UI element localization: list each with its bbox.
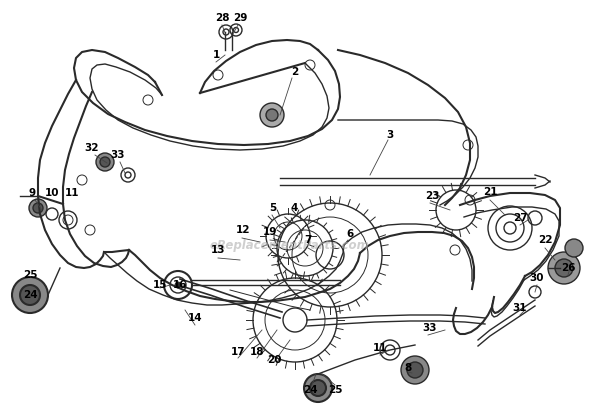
Text: 7: 7 — [304, 235, 312, 245]
Text: 26: 26 — [560, 263, 575, 273]
Text: 25: 25 — [328, 385, 342, 395]
Text: 14: 14 — [188, 313, 202, 323]
Text: 8: 8 — [404, 363, 412, 373]
Text: 30: 30 — [530, 273, 544, 283]
Circle shape — [33, 203, 43, 213]
Text: 31: 31 — [513, 303, 527, 313]
Text: 21: 21 — [483, 187, 497, 197]
Circle shape — [100, 157, 110, 167]
Text: 28: 28 — [215, 13, 230, 23]
Text: 17: 17 — [231, 347, 245, 357]
Circle shape — [175, 282, 181, 288]
Text: 20: 20 — [267, 355, 281, 365]
Circle shape — [407, 362, 423, 378]
Text: 22: 22 — [537, 235, 552, 245]
Text: 33: 33 — [423, 323, 437, 333]
Text: 27: 27 — [513, 213, 527, 223]
Text: 16: 16 — [173, 280, 187, 290]
Text: 10: 10 — [45, 188, 59, 198]
Circle shape — [310, 380, 326, 396]
Circle shape — [266, 109, 278, 121]
Text: 11: 11 — [65, 188, 79, 198]
Circle shape — [12, 277, 48, 313]
Text: 24: 24 — [303, 385, 317, 395]
Text: 13: 13 — [211, 245, 225, 255]
Circle shape — [401, 356, 429, 384]
Circle shape — [565, 239, 583, 257]
Text: 24: 24 — [22, 290, 37, 300]
Text: 23: 23 — [425, 191, 439, 201]
Text: 2: 2 — [291, 67, 299, 77]
Text: 18: 18 — [250, 347, 264, 357]
Circle shape — [555, 259, 573, 277]
Text: 3: 3 — [386, 130, 394, 140]
Circle shape — [304, 374, 332, 402]
Text: 32: 32 — [85, 143, 99, 153]
Text: 25: 25 — [23, 270, 37, 280]
Text: 33: 33 — [111, 150, 125, 160]
Circle shape — [20, 285, 40, 305]
Text: 19: 19 — [263, 227, 277, 237]
Text: 1: 1 — [212, 50, 219, 60]
Text: 4: 4 — [290, 203, 298, 213]
Circle shape — [96, 153, 114, 171]
Text: 11: 11 — [373, 343, 387, 353]
Text: 15: 15 — [153, 280, 167, 290]
Text: eReplacementParts.com: eReplacementParts.com — [210, 238, 370, 252]
Text: 29: 29 — [233, 13, 247, 23]
Text: 5: 5 — [270, 203, 277, 213]
Circle shape — [260, 103, 284, 127]
Text: 12: 12 — [236, 225, 250, 235]
Text: 9: 9 — [28, 188, 35, 198]
Text: 6: 6 — [346, 229, 353, 239]
Circle shape — [29, 199, 47, 217]
Circle shape — [548, 252, 580, 284]
